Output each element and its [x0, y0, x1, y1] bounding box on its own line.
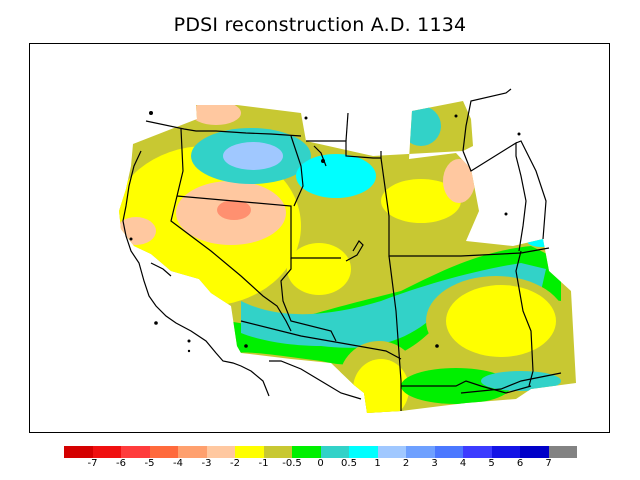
legend-label: 5 — [488, 458, 495, 469]
legend-label: -0.5 — [282, 458, 302, 469]
island-mark — [454, 114, 458, 118]
island-mark — [504, 212, 508, 216]
legend-label: 1 — [374, 458, 381, 469]
gulf-coast-east — [460, 372, 562, 394]
map-islands — [129, 111, 521, 353]
island-mark — [129, 237, 133, 241]
border-line — [345, 112, 349, 142]
legend-swatch — [92, 446, 121, 458]
utah-dry — [287, 243, 351, 295]
legend-label: 4 — [459, 458, 467, 469]
coast-dry-spot — [119, 217, 156, 245]
legend-label: -1 — [258, 458, 269, 469]
legend-label: -4 — [173, 458, 183, 469]
map-frame — [29, 43, 610, 433]
wyoming-wet — [296, 154, 376, 198]
legend-label: 7 — [545, 458, 552, 469]
state-boundaries — [145, 88, 550, 411]
island-mark — [187, 349, 191, 353]
kansas-wet — [527, 235, 555, 247]
legend-swatch — [292, 446, 321, 458]
border-line — [240, 320, 402, 360]
legend-label: 3 — [431, 458, 438, 469]
legend-swatch — [263, 446, 292, 458]
legend-swatch — [463, 446, 492, 458]
border-line — [280, 258, 337, 342]
legend-swatch — [491, 446, 520, 458]
border-line — [306, 140, 382, 159]
legend-label: 0.5 — [341, 458, 357, 469]
gulf-coast — [269, 360, 362, 400]
legend-label: 2 — [402, 458, 410, 469]
legend-swatch — [520, 446, 549, 458]
pacific-coast — [122, 150, 270, 397]
legend-swatch — [349, 446, 378, 458]
color-legend — [64, 446, 577, 458]
island-mark — [517, 132, 521, 136]
legend-swatch — [320, 446, 349, 458]
legend-label: 6 — [516, 458, 524, 469]
legend-swatch — [206, 446, 235, 458]
island-mark — [244, 344, 248, 348]
legend-swatch — [377, 446, 406, 458]
south-dry — [353, 359, 409, 413]
legend-swatch — [548, 446, 577, 458]
legend-swatch — [64, 446, 93, 458]
island-mark — [321, 159, 325, 163]
legend-swatch — [149, 446, 178, 458]
island-mark — [187, 339, 191, 343]
border-line — [462, 88, 512, 152]
east-dry — [446, 285, 556, 357]
border-line — [170, 128, 292, 332]
island-mark — [154, 321, 158, 325]
legend-label: 0 — [317, 458, 324, 469]
legend-swatch — [121, 446, 150, 458]
coast-detail — [150, 262, 172, 277]
legend-labels: -7 -6 -5 -4 -3 -2 -1 -0.5 0 0.5 1 2 3 4 5 6 7 — [64, 458, 577, 474]
legend-label: -3 — [201, 458, 212, 469]
nevada-dry-peak — [217, 200, 251, 220]
legend-label: -7 — [87, 458, 98, 469]
legend-swatch — [406, 446, 435, 458]
legend-label: -6 — [116, 458, 126, 469]
island-mark — [304, 116, 308, 120]
nebraska-dry — [381, 179, 461, 223]
legend-swatch — [434, 446, 463, 458]
lake-outline — [345, 240, 364, 262]
nebraska-dry-core — [443, 159, 475, 203]
coastlines — [122, 145, 562, 400]
border-line — [290, 135, 304, 207]
border-line — [515, 140, 547, 240]
border-line — [388, 255, 402, 411]
legend-label: -5 — [144, 458, 155, 469]
island-mark — [435, 344, 439, 348]
legend-swatch — [178, 446, 207, 458]
legend-label: -2 — [230, 458, 240, 469]
map-title: PDSI reconstruction A.D. 1134 — [173, 14, 467, 36]
border-line — [145, 120, 302, 137]
north-wet-core — [223, 142, 283, 170]
border-line — [515, 250, 534, 387]
border-line — [401, 380, 532, 394]
legend-swatch — [235, 446, 264, 458]
island-mark — [149, 111, 153, 115]
pdsi-map — [119, 88, 576, 413]
dakota-wet — [401, 106, 441, 146]
north-dry-spot — [191, 101, 241, 125]
border-line — [520, 247, 550, 254]
border-line — [462, 141, 527, 252]
border-line — [176, 195, 341, 259]
